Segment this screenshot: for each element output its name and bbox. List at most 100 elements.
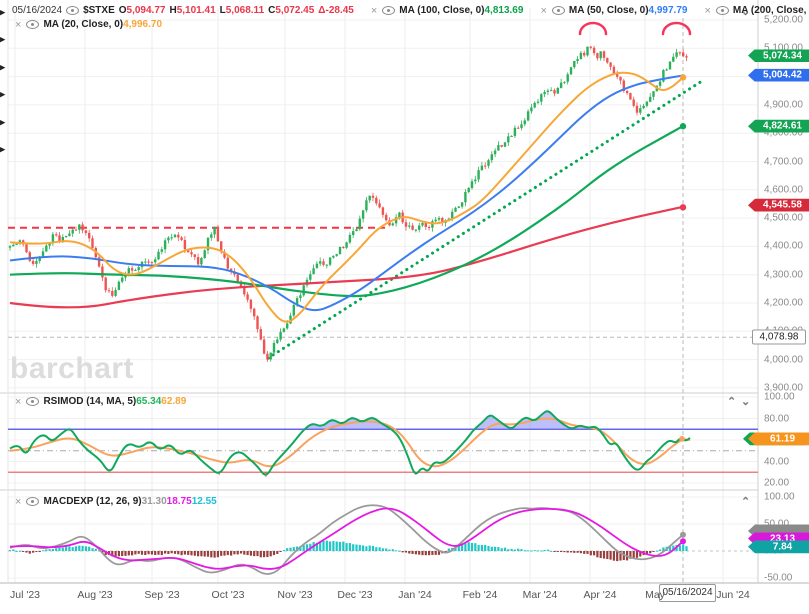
macd-histogram-bar xyxy=(513,549,516,551)
macd-histogram-bar xyxy=(616,551,619,562)
candle-body xyxy=(378,203,381,208)
candle-body xyxy=(625,90,629,94)
macd-histogram-bar xyxy=(378,547,381,551)
macd-histogram-bar xyxy=(177,551,180,555)
macd-histogram-bar xyxy=(45,549,48,551)
close-icon[interactable]: × xyxy=(15,395,22,408)
macd-histogram-bar xyxy=(490,546,493,551)
close-icon[interactable]: × xyxy=(540,4,547,17)
candle-body xyxy=(592,47,596,54)
candle-body xyxy=(299,295,302,299)
candle-body xyxy=(517,127,520,129)
chevron-up-icon[interactable]: ⌃ xyxy=(727,396,737,408)
candle-body xyxy=(28,252,31,261)
candle-body xyxy=(371,195,375,198)
chevron-down-icon[interactable]: ⌄ xyxy=(741,6,751,18)
macd-histogram-bar xyxy=(51,548,54,551)
close-icon[interactable]: × xyxy=(370,4,378,17)
macd-histogram-bar xyxy=(510,548,513,551)
candle-body xyxy=(190,252,193,255)
eye-icon[interactable] xyxy=(66,6,80,15)
macd-histogram-bar xyxy=(200,551,203,557)
eye-icon[interactable] xyxy=(26,20,40,29)
left-edge-marker-icon[interactable]: ▶ xyxy=(0,9,6,17)
candle-body xyxy=(365,200,368,211)
ma100-line xyxy=(9,125,684,298)
chevron-down-icon[interactable]: ⌄ xyxy=(741,396,751,408)
eye-icon[interactable] xyxy=(551,6,565,15)
macd-histogram-bar xyxy=(348,543,351,551)
macd-histogram-bar xyxy=(137,551,140,554)
macd-histogram-bar xyxy=(167,551,170,554)
candle-body xyxy=(602,51,606,58)
candle-body xyxy=(157,251,160,260)
macd-histogram-bar xyxy=(652,551,655,552)
ma100-dot xyxy=(679,123,687,130)
macd-histogram-bar xyxy=(220,551,223,556)
macd-histogram-bar xyxy=(556,551,559,552)
candle-body xyxy=(322,261,325,265)
candle-body xyxy=(586,46,589,56)
candle-body xyxy=(262,339,266,354)
candle-body xyxy=(639,108,642,113)
macd-histogram-bar xyxy=(81,545,84,551)
eye-icon[interactable] xyxy=(26,497,40,506)
eye-icon[interactable] xyxy=(26,397,40,406)
candle-body xyxy=(335,254,338,256)
price-value-badge: 5,074.34 xyxy=(748,49,809,63)
price-axis-label: 5,200.00 xyxy=(764,14,803,26)
left-edge-marker-icon[interactable]: ▶ xyxy=(0,119,6,127)
candle-body xyxy=(454,207,457,212)
candle-body xyxy=(226,257,229,269)
macd-histogram-bar xyxy=(649,551,652,554)
chevron-up-icon[interactable]: ⌃ xyxy=(741,496,751,508)
ma20-dot xyxy=(679,74,687,81)
macd-histogram-bar xyxy=(117,551,120,557)
macd-histogram-bar xyxy=(88,546,91,551)
rsi-zone-fill xyxy=(476,414,510,430)
macd-histogram-bar xyxy=(94,548,97,551)
candle-body xyxy=(642,105,645,109)
candle-body xyxy=(629,93,632,100)
candle-body xyxy=(315,263,319,269)
price-axis-label: 4,500.00 xyxy=(764,212,803,224)
candle-body xyxy=(31,260,35,264)
candle-body xyxy=(328,257,332,265)
candle-body xyxy=(15,243,18,245)
month-label: Jul '23 xyxy=(9,589,41,601)
macd-histogram-bar xyxy=(249,551,252,556)
left-edge-marker-icon[interactable]: ▶ xyxy=(0,91,6,99)
candle-body xyxy=(121,277,124,282)
candle-body xyxy=(259,329,262,340)
macd-histogram-bar xyxy=(322,540,325,551)
macd-histogram-bar xyxy=(500,548,503,551)
price-value-badge: 4,545.58 xyxy=(748,198,809,212)
macd-histogram-bar xyxy=(398,550,401,552)
candle-body xyxy=(652,91,655,97)
candle-body xyxy=(523,120,526,125)
macd-histogram-bar xyxy=(48,549,51,551)
symbol-label[interactable]: $STXE xyxy=(83,5,115,16)
macd-axis-label: -50.00 xyxy=(764,572,793,584)
left-edge-marker-icon[interactable]: ▶ xyxy=(0,36,6,44)
macd-histogram-bar xyxy=(517,548,520,551)
candle-body xyxy=(117,281,121,291)
close-icon[interactable]: × xyxy=(15,495,22,508)
candle-body xyxy=(497,145,500,151)
left-edge-marker-icon[interactable]: ▶ xyxy=(0,146,6,154)
macd-histogram-bar xyxy=(180,551,183,556)
candle-body xyxy=(411,225,414,230)
candle-body xyxy=(576,59,579,62)
macd-histogram-bar xyxy=(365,546,368,551)
macd-histogram-bar xyxy=(32,551,35,553)
left-edge-marker-icon[interactable]: ▶ xyxy=(0,64,6,72)
close-icon[interactable]: × xyxy=(15,18,22,31)
ma200-line xyxy=(9,205,684,309)
macd-histogram-bar xyxy=(160,551,163,556)
price-value-badge: 5,004.42 xyxy=(748,68,809,82)
eye-icon[interactable] xyxy=(382,6,396,15)
eye-icon[interactable] xyxy=(715,6,729,15)
close-icon[interactable]: × xyxy=(704,4,711,17)
